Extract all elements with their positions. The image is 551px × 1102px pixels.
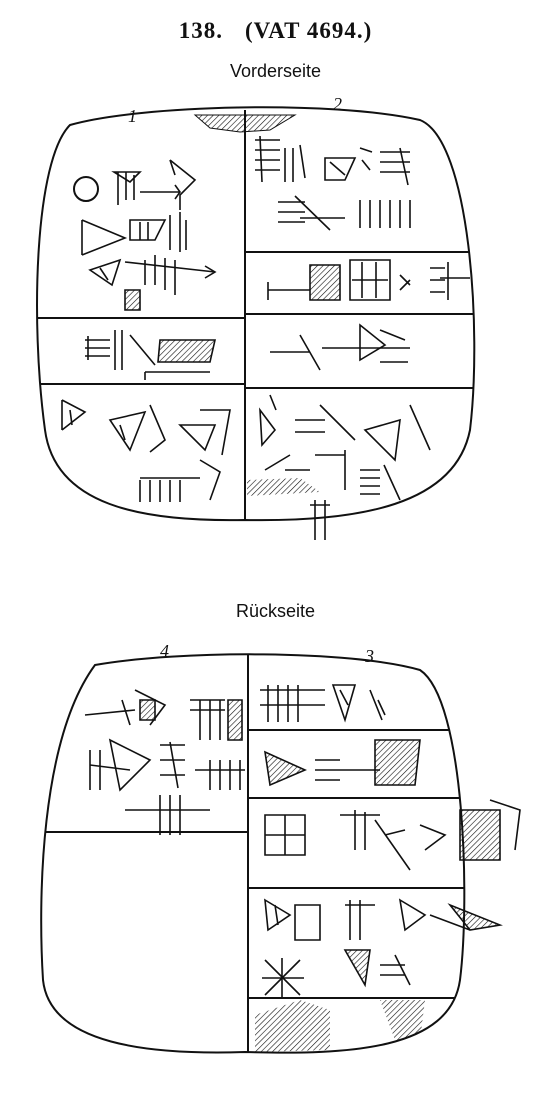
- sign-group: [267, 259, 470, 301]
- sign-group: [61, 399, 231, 502]
- sign-group: [260, 684, 386, 723]
- reverse-column-number: 3: [364, 646, 374, 666]
- obverse-tablet: 1 2: [36, 94, 476, 540]
- reverse-damage-bottom: [255, 1000, 330, 1052]
- obverse-column-number: 1: [128, 106, 137, 126]
- circle-numeral: [73, 176, 99, 202]
- obverse-signs: [61, 135, 470, 540]
- sign-group: [264, 799, 521, 871]
- museum-id: (VAT 4694.): [244, 18, 373, 43]
- reverse-outline: [40, 653, 466, 1054]
- sign-group: [255, 135, 411, 231]
- sign-group: [262, 898, 503, 998]
- sign-group: [81, 159, 217, 311]
- plate-heading: 138. (VAT 4694.): [0, 18, 551, 44]
- text-number: 138.: [178, 18, 223, 43]
- reverse-signs: [84, 684, 521, 998]
- reverse-label: Rückseite: [235, 601, 316, 621]
- sign-group: [263, 739, 421, 787]
- obverse-column-number: 2: [333, 94, 342, 114]
- obverse-outline: [36, 106, 476, 522]
- sign-group: [84, 689, 245, 835]
- reverse-column-number: 4: [160, 641, 169, 661]
- reverse-damage-bottom-right: [380, 1000, 425, 1040]
- sign-group: [259, 394, 431, 540]
- obverse-label: Vorderseite: [229, 61, 322, 81]
- sign-group: [270, 323, 410, 371]
- reverse-tablet: 4 3: [40, 641, 521, 1054]
- sign-group: [85, 330, 217, 380]
- obverse-damage-bottom: [247, 478, 320, 496]
